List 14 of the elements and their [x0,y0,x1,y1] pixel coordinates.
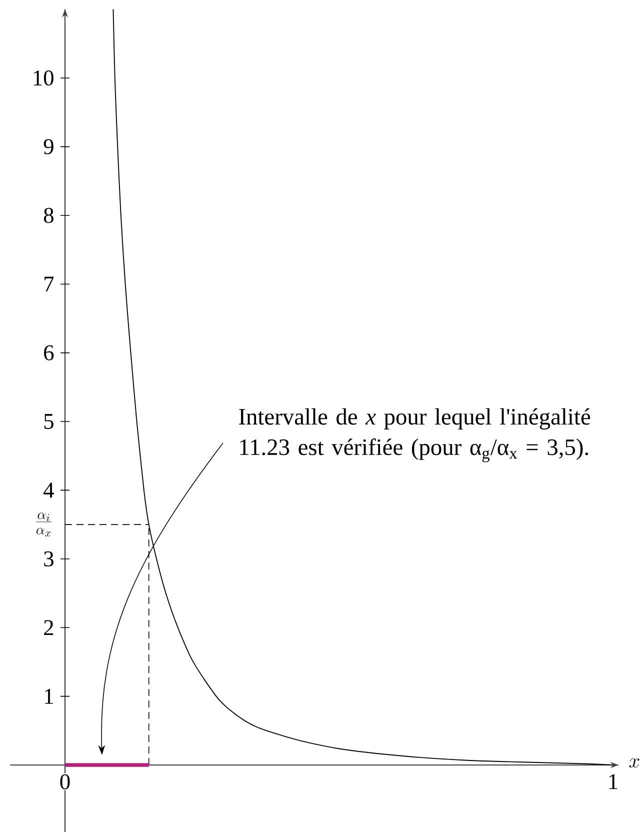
y-tick-label: 6 [44,345,54,360]
y-tick-label: 7 [44,276,54,292]
y-tick-label: 1 [45,688,53,704]
x-axis-title: $x$ [629,758,640,768]
y-tick-label: 3 [44,551,54,566]
y-tick-label: 10 [34,70,54,86]
y-tick-label: 5 [44,414,54,429]
ref-line-label: $\frac{\alpha_i}{\alpha_x}$ [36,512,52,536]
y-tick-label: 4 [44,482,54,498]
y-tick-label: 2 [44,620,54,636]
annotation: Intervalle de x pour lequel l'inégalité 11.23 est vérifiée (pour α$_{g}$/α$_{x}$ = 3,5). [239,408,590,462]
x-tick-label: 0 [60,774,70,790]
y-tick-label: 8 [44,208,54,223]
y-tick-label: 9 [44,139,54,154]
